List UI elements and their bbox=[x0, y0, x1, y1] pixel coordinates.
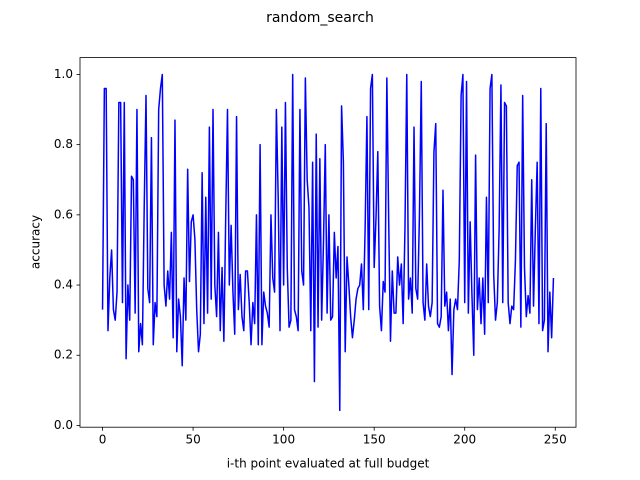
data-line bbox=[101, 73, 555, 412]
chart-title: random_search bbox=[266, 10, 374, 26]
x-tick-label: 200 bbox=[453, 433, 476, 447]
y-tick-label: 0.8 bbox=[54, 137, 73, 151]
y-tick-label: 0.6 bbox=[54, 207, 73, 221]
x-tick-label: 150 bbox=[363, 433, 386, 447]
x-tick-label: 250 bbox=[544, 433, 567, 447]
y-tick-label: 0.0 bbox=[54, 418, 73, 432]
y-tick-label: 1.0 bbox=[54, 67, 73, 81]
x-axis-label: i-th point evaluated at full budget bbox=[227, 457, 430, 471]
y-tick-label: 0.4 bbox=[54, 278, 73, 292]
axes-frame bbox=[79, 57, 577, 428]
x-tick-label: 0 bbox=[99, 433, 107, 447]
y-axis-label: accuracy bbox=[29, 215, 43, 269]
x-tick-label: 100 bbox=[272, 433, 295, 447]
x-tick-label: 50 bbox=[185, 433, 200, 447]
y-tick-label: 0.2 bbox=[54, 348, 73, 362]
